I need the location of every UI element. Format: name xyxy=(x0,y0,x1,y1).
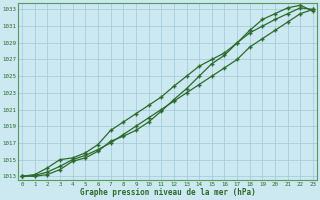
X-axis label: Graphe pression niveau de la mer (hPa): Graphe pression niveau de la mer (hPa) xyxy=(80,188,255,197)
